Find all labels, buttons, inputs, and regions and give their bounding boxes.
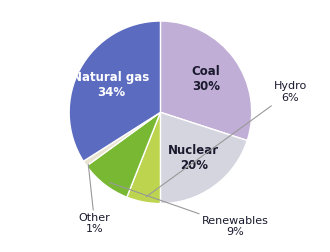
Text: Nuclear
20%: Nuclear 20% xyxy=(168,144,219,172)
Text: Coal
30%: Coal 30% xyxy=(192,65,220,93)
Wedge shape xyxy=(83,112,160,166)
Text: Hydro
6%: Hydro 6% xyxy=(146,81,307,197)
Wedge shape xyxy=(160,21,252,141)
Wedge shape xyxy=(69,21,160,161)
Wedge shape xyxy=(127,112,160,204)
Text: Natural gas
34%: Natural gas 34% xyxy=(72,71,149,99)
Text: Other
1%: Other 1% xyxy=(79,164,111,234)
Wedge shape xyxy=(160,112,247,204)
Wedge shape xyxy=(86,112,160,197)
Text: Renewables
9%: Renewables 9% xyxy=(109,182,269,237)
